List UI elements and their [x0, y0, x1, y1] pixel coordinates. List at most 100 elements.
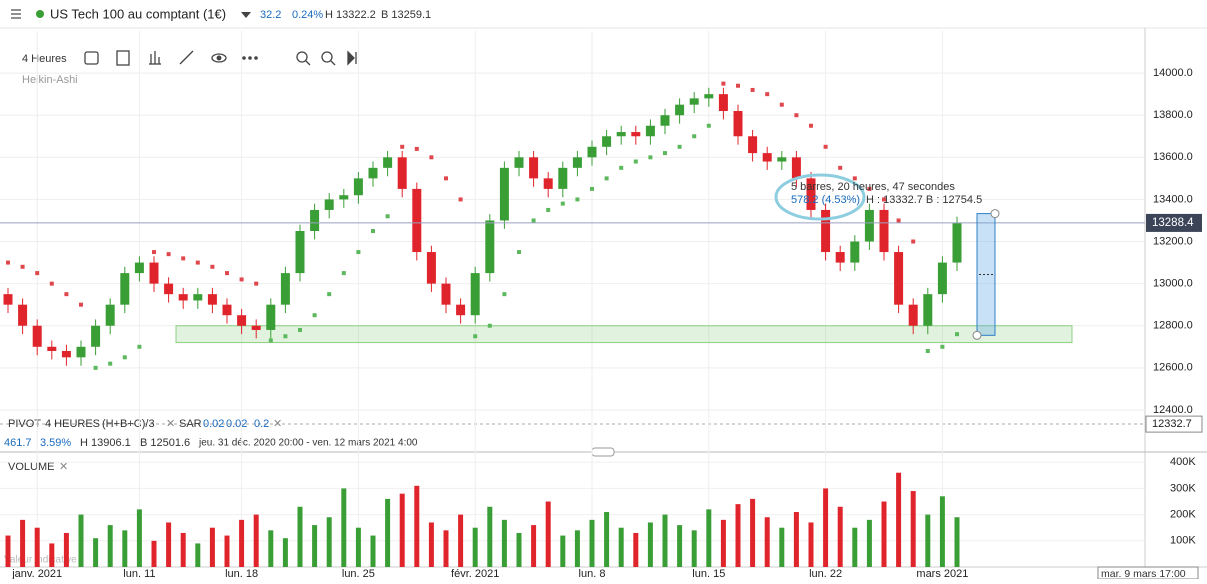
crosshair-time: mar. 9 mars 17:00	[1101, 568, 1186, 579]
candle-body	[470, 273, 480, 316]
volume-title: VOLUME	[8, 461, 54, 473]
candle-body	[704, 94, 714, 99]
close-icon[interactable]: ✕	[59, 461, 68, 473]
candle-body	[222, 304, 232, 316]
close-icon[interactable]: ✕	[166, 418, 175, 430]
y-tick-label: 13200.0	[1153, 235, 1193, 247]
volume-bar	[5, 535, 11, 567]
sar-dot	[93, 365, 98, 370]
pivot-formula: (H+B+C)/3	[102, 418, 155, 430]
x-tick-label: janv. 2021	[11, 568, 62, 579]
volume-bar	[20, 519, 26, 567]
watermark: Valeur indicative	[4, 555, 77, 566]
volume-bar	[282, 538, 288, 567]
sar-dot	[882, 197, 886, 202]
vol-tick-label: 100K	[1170, 535, 1196, 547]
candle-body	[412, 188, 422, 253]
sar-dot	[356, 250, 361, 255]
volume-bar	[93, 538, 99, 567]
candle-body	[280, 273, 290, 305]
x-tick-label: févr. 2021	[451, 568, 499, 579]
sar-dot	[108, 361, 113, 366]
measure-duration: 5 barres, 20 heures, 47 secondes	[791, 181, 955, 193]
sar-dot	[867, 186, 872, 191]
volume-bar	[399, 493, 405, 567]
candle-body	[514, 157, 524, 168]
candle-body	[105, 304, 115, 326]
dropdown[interactable]	[241, 12, 251, 18]
volume-bar	[618, 527, 624, 567]
volume-bar	[531, 525, 537, 567]
volume-bar	[779, 527, 785, 567]
volume-bar	[910, 491, 916, 567]
volume-bar	[151, 540, 157, 567]
candle-body	[339, 195, 349, 200]
sar[interactable]: SAR	[179, 418, 202, 430]
highlight-ellipse	[774, 173, 866, 221]
y-tick-label: 12400.0	[1153, 404, 1193, 416]
close-icon[interactable]: ✕	[273, 418, 282, 430]
candle-body	[499, 167, 509, 221]
candle-body	[134, 262, 144, 274]
y-tick-label: 14000.0	[1153, 67, 1193, 79]
more-icon[interactable]	[242, 56, 258, 60]
timeframe[interactable]: 4 Heures	[22, 53, 67, 65]
candle-body	[777, 157, 787, 162]
sar-dot	[254, 281, 259, 286]
range-pct: 3.59%	[40, 437, 71, 449]
candle-body	[791, 157, 801, 179]
x-tick-label: lun. 8	[579, 568, 606, 579]
candle-body	[18, 304, 28, 326]
candle-body	[762, 153, 772, 162]
candle-body	[543, 178, 553, 189]
candle-body	[353, 178, 363, 196]
cursor-price-box	[1145, 415, 1203, 433]
volume-bar	[677, 525, 683, 567]
volume-bar	[516, 532, 522, 567]
period: jeu. 31 déc. 2020 20:00 - ven. 12 mars 2…	[198, 438, 418, 449]
volume-bar	[735, 504, 741, 567]
sar-dot	[648, 155, 653, 160]
pivot-period: 4 HEURES	[45, 418, 100, 430]
y-tick-label: 13800.0	[1153, 109, 1193, 121]
sar-dot	[575, 197, 580, 202]
candle-body	[718, 94, 728, 111]
pivot[interactable]: PIVOT	[8, 418, 41, 430]
sar-dot	[152, 250, 156, 255]
volume-bar	[939, 496, 945, 567]
instrument-title[interactable]: US Tech 100 au comptant (1€)	[50, 6, 226, 21]
candle-body	[529, 157, 539, 179]
menu-icon[interactable]	[11, 9, 21, 19]
volume-bar	[501, 519, 507, 567]
toolbar-icons[interactable]	[84, 50, 357, 66]
sar-dot	[487, 323, 492, 328]
sar-dot	[823, 144, 828, 149]
chart-style: Heikin-Ashi	[22, 74, 78, 86]
sar-dot	[590, 186, 594, 191]
candle-body	[485, 220, 495, 274]
volume-bar	[428, 522, 434, 567]
volume-bar	[312, 525, 318, 567]
x-tick-label: mars 2021	[916, 568, 968, 579]
y-tick-label: 13000.0	[1153, 278, 1193, 290]
volume-bar	[808, 522, 814, 567]
candle-body	[952, 223, 962, 263]
volume-bar	[487, 506, 493, 567]
sar-dot	[181, 256, 186, 261]
sar-dot	[341, 271, 346, 276]
y-tick-label: 12600.0	[1153, 362, 1193, 374]
volume-bar	[545, 501, 551, 567]
sar-dot	[122, 355, 127, 360]
sar-dot	[137, 344, 142, 349]
sar-param: 0.2	[254, 418, 269, 430]
splitter[interactable]	[591, 447, 615, 457]
volume-bar	[764, 517, 770, 567]
sar-dot	[458, 197, 463, 202]
candle-body	[237, 315, 247, 326]
candle-body	[660, 115, 670, 126]
volume-bar	[472, 527, 478, 567]
volume-bar	[925, 514, 931, 567]
x-tick-label: lun. 15	[692, 568, 725, 579]
sar-dot	[838, 165, 843, 170]
